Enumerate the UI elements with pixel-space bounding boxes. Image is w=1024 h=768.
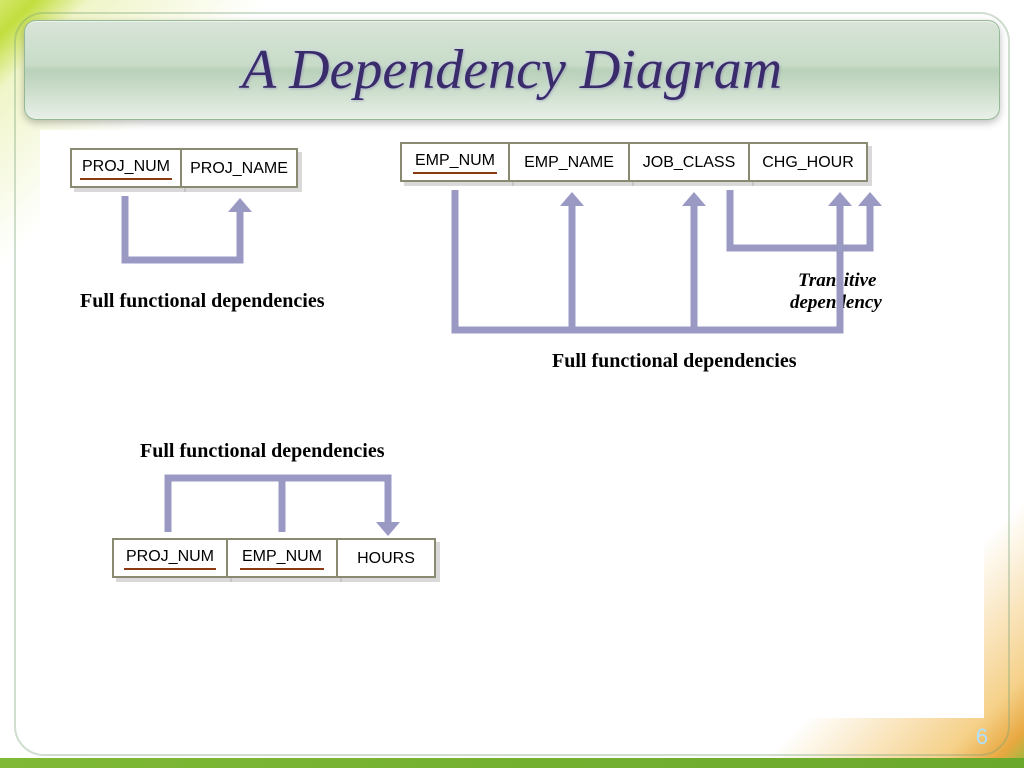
cell-job-class: JOB_CLASS — [628, 142, 750, 182]
table-emp: EMP_NUM EMP_NAME JOB_CLASS CHG_HOUR — [400, 142, 866, 182]
cell-proj-num: PROJ_NUM — [70, 148, 182, 188]
label-transitive-2: dependency — [790, 292, 882, 314]
label-transitive-1: Transitive — [798, 270, 876, 292]
cell-h-hours: HOURS — [336, 538, 436, 578]
table-proj: PROJ_NUM PROJ_NAME — [70, 148, 296, 188]
cell-proj-name: PROJ_NAME — [180, 148, 298, 188]
slide-title: A Dependency Diagram — [242, 38, 782, 102]
cell-chg-hour: CHG_HOUR — [748, 142, 868, 182]
label-ffd-1: Full functional dependencies — [80, 290, 324, 313]
cell-h-proj-num: PROJ_NUM — [112, 538, 228, 578]
cell-emp-name: EMP_NAME — [508, 142, 630, 182]
table-hours: PROJ_NUM EMP_NUM HOURS — [112, 538, 434, 578]
dependency-arrows — [40, 130, 984, 718]
footer-bar — [0, 758, 1024, 768]
cell-h-emp-num: EMP_NUM — [226, 538, 338, 578]
page-number: 6 — [976, 724, 988, 750]
label-ffd-2: Full functional dependencies — [552, 350, 796, 373]
title-banner: A Dependency Diagram — [24, 20, 1000, 120]
content-area: PROJ_NUM PROJ_NAME EMP_NUM EMP_NAME JOB_… — [40, 130, 984, 718]
label-ffd-3: Full functional dependencies — [140, 440, 384, 463]
cell-emp-num: EMP_NUM — [400, 142, 510, 182]
